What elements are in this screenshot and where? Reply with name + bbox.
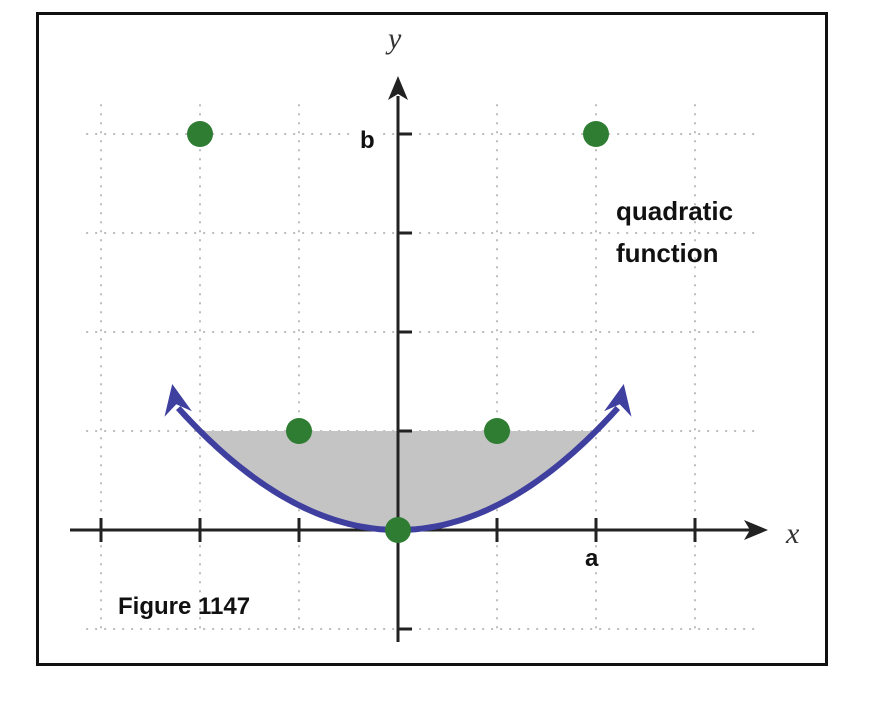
- x-axis-label: x: [785, 517, 800, 550]
- data-point: [583, 121, 609, 147]
- data-point: [286, 418, 312, 444]
- a-label: a: [585, 545, 599, 572]
- data-point: [484, 418, 510, 444]
- y-axis-label: y: [385, 22, 402, 55]
- data-point: [187, 121, 213, 147]
- curve-arrowhead: [604, 384, 632, 417]
- curve-label-line2: function: [616, 238, 719, 268]
- curve-label-line1: quadratic: [616, 196, 733, 226]
- x-axis-arrowhead: [744, 520, 768, 540]
- data-points: [187, 121, 609, 543]
- curve-arrows: [164, 384, 632, 417]
- axes: [70, 76, 768, 642]
- y-axis-arrowhead: [388, 76, 408, 100]
- figure-label: Figure 1147: [118, 593, 250, 620]
- b-label-background: [352, 122, 382, 154]
- grid: [86, 104, 755, 634]
- curve-arrowhead: [164, 384, 192, 417]
- data-point: [385, 517, 411, 543]
- b-label: b: [360, 127, 375, 154]
